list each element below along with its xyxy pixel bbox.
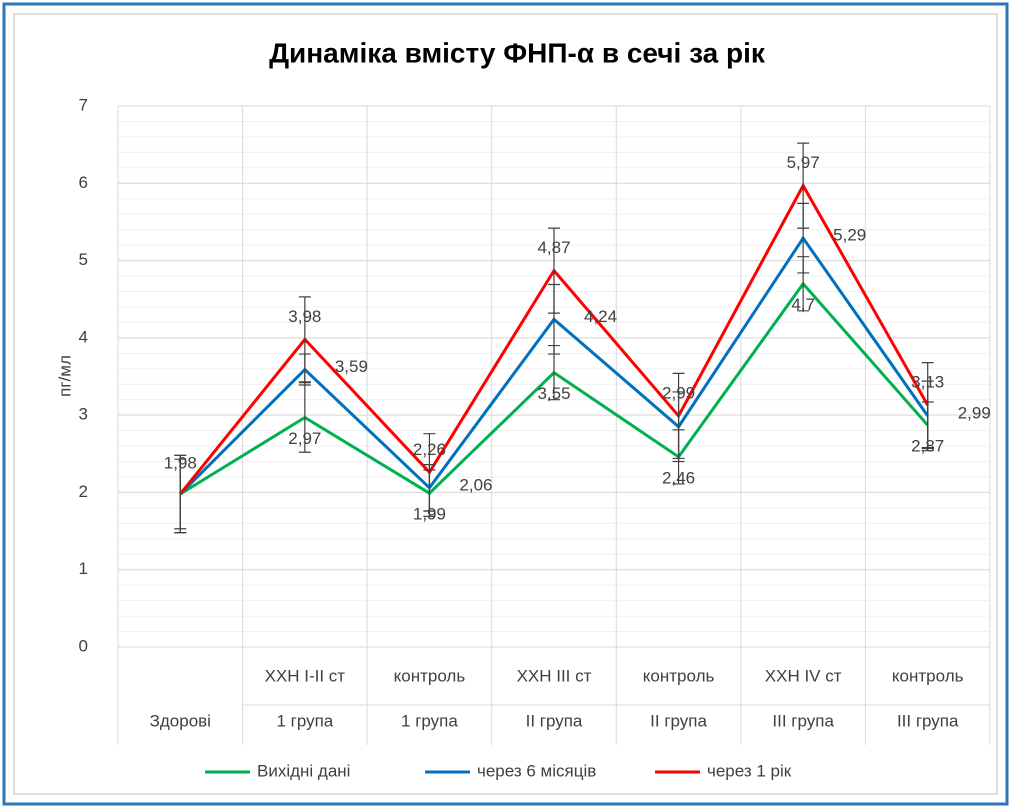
error-bar (672, 372, 685, 460)
x-tick-label: контроль (892, 666, 964, 685)
error-bar (921, 361, 934, 449)
y-tick-label: 5 (79, 250, 88, 269)
x-tick-label: 1 група (276, 711, 333, 730)
error-bar (797, 142, 810, 229)
data-label: 2,99 (662, 383, 695, 402)
y-tick-label: 0 (79, 636, 88, 655)
data-label: 3,13 (911, 373, 944, 392)
data-label: 2,06 (459, 475, 492, 494)
data-label: 4,24 (584, 307, 617, 326)
error-bar (298, 296, 311, 383)
x-tick-label: ХХН ІІІ ст (517, 666, 592, 685)
x-tick-label: контроль (643, 666, 715, 685)
data-label: 4,7 (791, 295, 815, 314)
x-tick-label: ІІ група (650, 711, 707, 730)
legend-label: Вихідні дані (257, 761, 350, 780)
y-tick-label: 7 (79, 95, 88, 114)
data-label: 2,26 (413, 440, 446, 459)
error-bar (174, 454, 187, 534)
data-label: 5,97 (787, 153, 820, 172)
legend-label: через 6 місяців (477, 761, 596, 780)
data-label: 4,87 (537, 238, 570, 257)
y-tick-label: 6 (79, 173, 88, 192)
data-label: 3,59 (335, 357, 368, 376)
y-tick-label: 1 (79, 559, 88, 578)
data-label: 5,29 (833, 226, 866, 245)
error-bar (423, 433, 436, 512)
data-label: 3,98 (288, 307, 321, 326)
x-tick-label: контроль (394, 666, 466, 685)
data-label: 2,46 (662, 468, 695, 487)
x-tick-label: ІІІ група (772, 711, 834, 730)
data-label: 1,98 (164, 453, 197, 472)
y-tick-label: 2 (79, 482, 88, 501)
data-label: 1,99 (413, 505, 446, 524)
y-tick-label: 3 (79, 405, 88, 424)
x-tick-label: ІІІ група (897, 711, 959, 730)
data-label: 3,55 (537, 384, 570, 403)
chart-border (13, 13, 998, 795)
y-tick-label: 4 (79, 327, 88, 346)
x-tick-label: ХХН IV ст (765, 666, 842, 685)
data-label: 2,99 (958, 403, 991, 422)
data-label: 2,97 (288, 429, 321, 448)
chart-title: Динаміка вмісту ФНП-α в сечі за рік (269, 37, 766, 68)
error-bar (548, 227, 560, 314)
data-label: 2,87 (911, 437, 944, 456)
legend-label: через 1 рік (707, 761, 792, 780)
x-tick-label: Здорові (150, 711, 211, 730)
x-tick-label: ІІ група (526, 711, 583, 730)
y-axis-label: пг/мл (55, 355, 74, 397)
x-tick-label: ХХН І-ІІ ст (265, 666, 346, 685)
x-tick-label: 1 група (401, 711, 458, 730)
